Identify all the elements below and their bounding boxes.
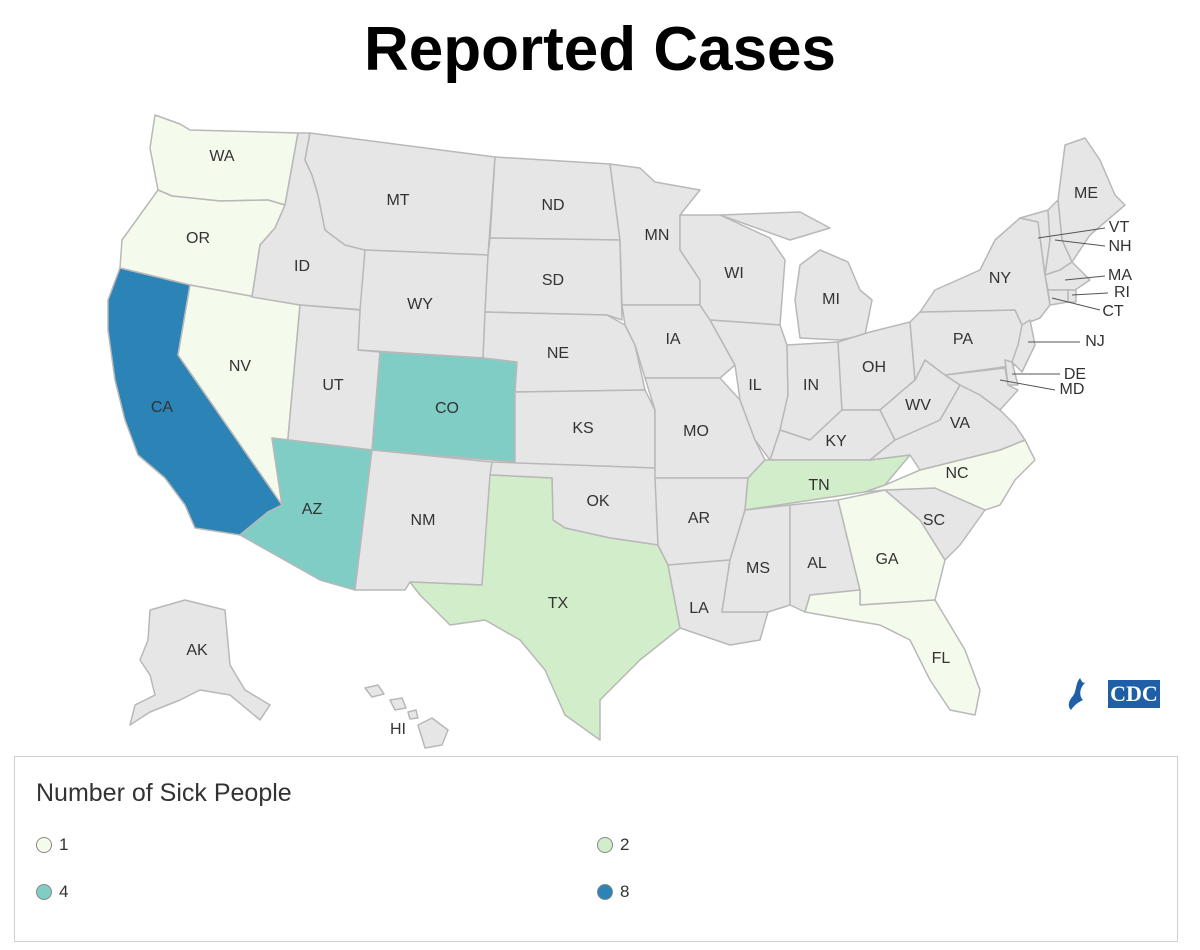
state-label-SC: SC bbox=[923, 512, 945, 529]
state-label-AL: AL bbox=[807, 555, 827, 572]
legend-swatch bbox=[36, 837, 52, 853]
state-label-DE: DE bbox=[1064, 366, 1086, 383]
state-label-OH: OH bbox=[862, 359, 886, 376]
state-TX[interactable] bbox=[409, 474, 681, 741]
state-label-NE: NE bbox=[547, 345, 569, 362]
state-label-GA: GA bbox=[875, 551, 898, 568]
legend-label: 4 bbox=[59, 882, 69, 901]
state-label-MD: MD bbox=[1060, 381, 1085, 398]
state-FL[interactable] bbox=[804, 589, 981, 716]
state-MD[interactable] bbox=[944, 367, 1019, 411]
state-label-NJ: NJ bbox=[1085, 333, 1105, 350]
state-label-AZ: AZ bbox=[302, 501, 323, 518]
legend-item-1[interactable]: 1 bbox=[36, 835, 68, 855]
state-label-NH: NH bbox=[1108, 238, 1131, 255]
state-label-ND: ND bbox=[541, 197, 564, 214]
legend-item-8[interactable]: 8 bbox=[597, 882, 629, 902]
state-label-NY: NY bbox=[989, 270, 1012, 287]
state-label-TX: TX bbox=[548, 595, 569, 612]
state-RI[interactable] bbox=[1067, 289, 1077, 303]
state-NY[interactable] bbox=[919, 217, 1051, 326]
state-label-SD: SD bbox=[542, 272, 564, 289]
state-NJ[interactable] bbox=[1011, 319, 1036, 373]
state-label-TN: TN bbox=[808, 477, 829, 494]
state-label-LA: LA bbox=[689, 600, 709, 617]
legend-swatch bbox=[36, 884, 52, 900]
state-label-FL: FL bbox=[932, 650, 951, 667]
state-NC[interactable] bbox=[864, 439, 1036, 511]
state-label-CA: CA bbox=[151, 399, 174, 416]
state-label-PA: PA bbox=[953, 331, 973, 348]
state-label-NV: NV bbox=[229, 358, 252, 375]
legend-label: 1 bbox=[59, 835, 69, 854]
small-state-callouts bbox=[999, 227, 1109, 391]
state-label-MT: MT bbox=[386, 192, 409, 209]
state-label-WI: WI bbox=[724, 265, 744, 282]
state-label-MO: MO bbox=[683, 423, 709, 440]
legend-label: 2 bbox=[620, 835, 630, 854]
state-label-NM: NM bbox=[411, 512, 436, 529]
state-label-IA: IA bbox=[665, 331, 680, 348]
state-label-MA: MA bbox=[1108, 267, 1132, 284]
state-label-AK: AK bbox=[186, 642, 208, 659]
us-map: WA OR CA NV ID MT WY UT AZ CO NM ND SD NE KS OK TX MN IA MO… bbox=[107, 114, 1132, 749]
state-CT[interactable] bbox=[1047, 289, 1069, 306]
state-label-WV: WV bbox=[905, 397, 931, 414]
state-label-MS: MS bbox=[746, 560, 770, 577]
state-label-KY: KY bbox=[825, 433, 847, 450]
state-label-IN: IN bbox=[803, 377, 819, 394]
state-label-WA: WA bbox=[209, 148, 235, 165]
state-label-OK: OK bbox=[586, 493, 609, 510]
state-label-VA: VA bbox=[950, 415, 970, 432]
legend-item-2[interactable]: 2 bbox=[597, 835, 629, 855]
state-HI[interactable] bbox=[364, 684, 449, 749]
state-label-IL: IL bbox=[748, 377, 761, 394]
state-label-MI: MI bbox=[822, 291, 840, 308]
legend-swatch bbox=[597, 884, 613, 900]
cdc-logo-text: CDC bbox=[1110, 681, 1158, 706]
state-label-WY: WY bbox=[407, 296, 433, 313]
state-label-KS: KS bbox=[572, 420, 593, 437]
legend-item-4[interactable]: 4 bbox=[36, 882, 68, 902]
state-label-NC: NC bbox=[945, 465, 968, 482]
cdc-logo: CDC bbox=[1066, 674, 1162, 714]
hhs-eagle-icon bbox=[1068, 678, 1086, 710]
state-label-CO: CO bbox=[435, 400, 459, 417]
state-label-ME: ME bbox=[1074, 185, 1098, 202]
state-label-CT: CT bbox=[1102, 303, 1124, 320]
state-label-MN: MN bbox=[645, 227, 670, 244]
legend-label: 8 bbox=[620, 882, 630, 901]
state-label-UT: UT bbox=[322, 377, 344, 394]
state-label-OR: OR bbox=[186, 230, 210, 247]
state-label-AR: AR bbox=[688, 510, 710, 527]
state-label-HI: HI bbox=[390, 721, 406, 738]
state-label-RI: RI bbox=[1114, 284, 1130, 301]
state-MI[interactable] bbox=[719, 211, 873, 341]
legend-swatch bbox=[597, 837, 613, 853]
page-title: Reported Cases bbox=[363, 15, 837, 84]
legend-title: Number of Sick People bbox=[36, 779, 292, 807]
state-label-VT: VT bbox=[1109, 219, 1130, 236]
state-label-ID: ID bbox=[294, 258, 310, 275]
state-AK[interactable] bbox=[129, 599, 271, 726]
legend: Number of Sick People 1 2 4 8 bbox=[14, 756, 1178, 942]
